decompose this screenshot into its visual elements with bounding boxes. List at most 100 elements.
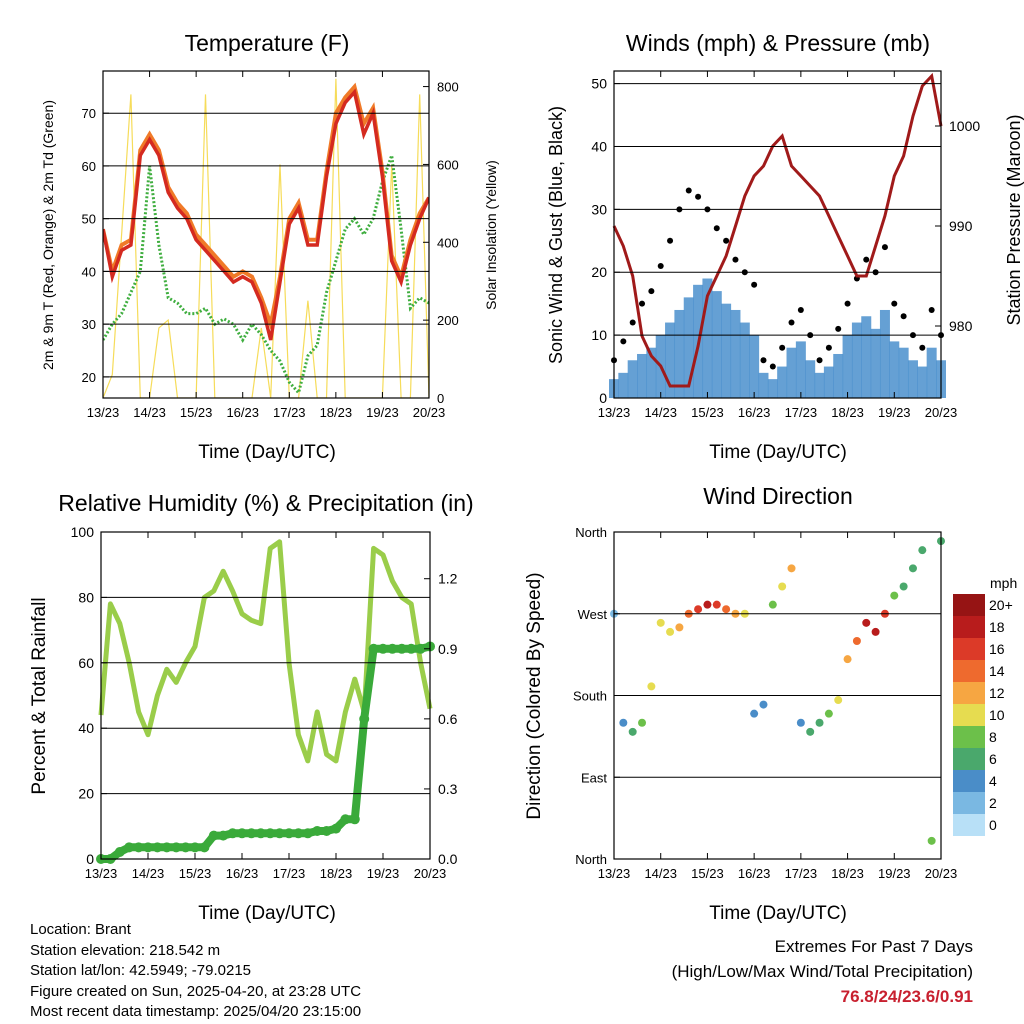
direction-point (675, 623, 684, 632)
extremes-heading: Extremes For Past 7 Days (774, 937, 973, 956)
direction-point (666, 627, 675, 636)
direction-point (862, 618, 871, 627)
direction-point (750, 709, 759, 718)
x-tick-label: 14/23 (644, 866, 677, 881)
direction-point (824, 709, 833, 718)
legend-swatch (953, 704, 985, 726)
precip-point (293, 828, 304, 839)
direction-point (918, 546, 927, 555)
wind-bar (907, 360, 918, 398)
wind-bar (721, 303, 732, 398)
gust-point (639, 300, 646, 307)
wind-bar (823, 366, 834, 398)
y-tick-label: 30 (82, 317, 96, 332)
precip-point (152, 842, 163, 853)
wind-bar (711, 291, 722, 398)
wind-bar (618, 372, 629, 398)
precip-point (378, 643, 388, 654)
x-tick-label: 13/23 (85, 866, 118, 881)
humidity-xlabel: Time (Day/UTC) (198, 903, 336, 924)
y-tick-label: North (575, 525, 607, 540)
precip-point (359, 713, 370, 724)
wind-bar (702, 278, 713, 398)
x-tick-label: 18/23 (831, 866, 864, 881)
gust-point (779, 344, 786, 351)
precip-point (171, 842, 182, 853)
precip-point (255, 828, 266, 839)
gust-point (769, 363, 776, 370)
x-tick-label: 15/23 (691, 405, 724, 420)
gust-point (797, 306, 804, 313)
y2-tick-label: 0.3 (438, 781, 458, 797)
gust-point (928, 306, 935, 313)
wind-bar (767, 379, 778, 398)
gust-point (695, 193, 702, 200)
direction-point (890, 591, 899, 600)
y-tick-label: 40 (82, 264, 96, 279)
precip-point (387, 643, 398, 654)
x-tick-label: 14/23 (132, 866, 165, 881)
temperature-title: Temperature (F) (185, 30, 350, 56)
series-temp-2m-line (103, 88, 429, 341)
y-tick-label: 30 (591, 201, 607, 217)
y-tick-label: 50 (591, 76, 607, 92)
y-tick-label: 60 (78, 655, 94, 671)
y-tick-label: North (575, 852, 607, 867)
y-tick-label: 50 (82, 212, 96, 227)
precip-point (349, 814, 360, 825)
legend-swatch (953, 660, 985, 682)
x-tick-label: 19/23 (367, 866, 400, 881)
x-tick-label: 20/23 (925, 405, 958, 420)
wind-bar (870, 328, 881, 398)
precip-point (406, 643, 417, 654)
y-tick-label: 0 (86, 851, 94, 867)
y2-tick-label: 0.0 (438, 851, 458, 867)
direction-point (796, 718, 805, 727)
plot-body (103, 78, 429, 398)
humidity-ylabel: Percent & Total Rainfall (29, 597, 50, 794)
y-tick-label: 20 (591, 264, 607, 280)
speed-legend: mph 20+ 18 16 14 12 10 8 6 4 2 0 (953, 575, 1017, 836)
y-tick-label: East (581, 770, 607, 785)
humidity-plot: 0 20 40 60 80 100 0.0 0.3 0.6 0.9 1.2 13/23 14/23 15/… (71, 524, 458, 881)
wind-bar (879, 309, 890, 398)
wind-bar (833, 353, 844, 398)
y-tick-label: 0 (599, 390, 607, 406)
direction-panel: Wind Direction NorthEastSouthWestNorth13… (524, 483, 1017, 924)
wind-bar (861, 316, 872, 398)
gust-point (835, 325, 842, 332)
extremes-legend: (High/Low/Max Wind/Total Precipitation) (671, 962, 973, 981)
figure-created: Figure created on Sun, 2025-04-20, at 23… (30, 982, 362, 1000)
direction-ylabel: Direction (Colored By Speed) (524, 572, 545, 819)
y2-tick-label: 1.2 (438, 571, 458, 587)
x-tick-label: 18/23 (831, 405, 864, 420)
x-tick-label: 16/23 (226, 866, 259, 881)
precip-point (415, 643, 426, 654)
direction-title: Wind Direction (703, 483, 853, 509)
wind-bar (637, 353, 648, 398)
wind-bar (814, 372, 825, 398)
winds-panel: Winds (mph) & Pressure (mb) 0 10 20 30 40 50 9… (546, 30, 1024, 463)
x-tick-label: 16/23 (226, 405, 259, 420)
y2-tick-label: 200 (437, 313, 459, 328)
temperature-ylabel: 2m & 9m T (Red, Orange) & 2m Td (Green) (40, 100, 56, 370)
gust-point (732, 256, 739, 263)
wind-bar (898, 347, 909, 398)
legend-label: 14 (989, 663, 1005, 679)
direction-point (628, 727, 637, 736)
direction-point (712, 600, 721, 609)
precip-point (114, 846, 125, 857)
x-tick-label: 15/23 (179, 866, 212, 881)
x-tick-label: 16/23 (738, 866, 771, 881)
winds-plot: 0 10 20 30 40 50 980 990 1000 13/23 14/23 15/23 16/2… (591, 70, 980, 420)
y2-tick-label: 0.9 (438, 641, 458, 657)
legend-swatch (953, 638, 985, 660)
y-tick-label: 70 (82, 106, 96, 121)
x-tick-label: 20/23 (925, 866, 958, 881)
legend-label: 2 (989, 795, 997, 811)
x-tick-label: 17/23 (273, 405, 306, 420)
direction-point (619, 718, 628, 727)
precip-point (396, 643, 407, 654)
wind-bar (749, 335, 760, 398)
